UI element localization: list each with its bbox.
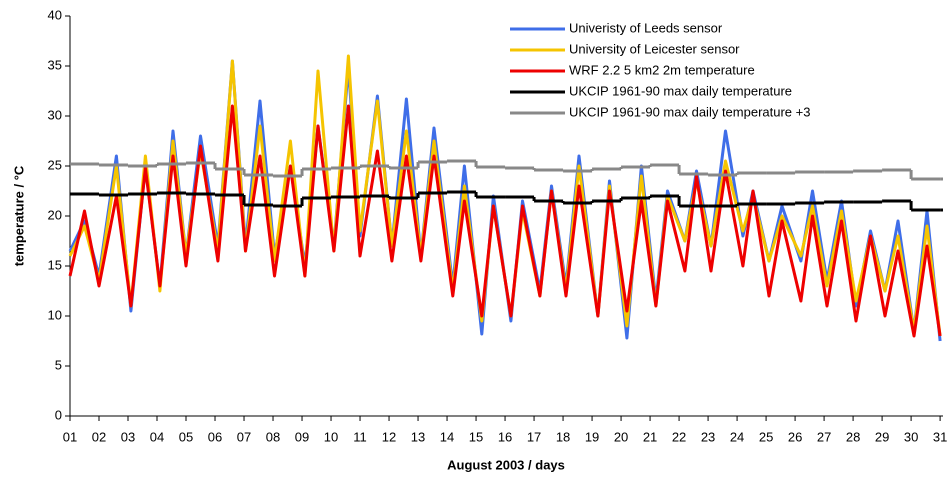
x-tick-label: 25 (759, 429, 773, 444)
legend-label: UKCIP 1961-90 max daily temperature (569, 83, 792, 98)
x-tick-label: 10 (324, 429, 338, 444)
legend-label: UKCIP 1961-90 max daily temperature +3 (569, 104, 810, 119)
x-tick-label: 12 (382, 429, 396, 444)
y-tick-label: 15 (48, 257, 62, 272)
legend-label: University of Leicester sensor (569, 41, 740, 56)
x-tick-label: 03 (121, 429, 135, 444)
x-tick-label: 07 (237, 429, 251, 444)
series-line (68, 104, 942, 338)
x-tick-label: 31 (933, 429, 947, 444)
y-tick-label: 5 (55, 357, 62, 372)
x-tick-label: 21 (643, 429, 657, 444)
x-tick-label: 02 (92, 429, 106, 444)
x-axis-label: August 2003 / days (447, 457, 565, 472)
y-tick-label: 0 (55, 407, 62, 422)
x-tick-label: 11 (353, 429, 367, 444)
series-line (68, 59, 942, 342)
legend-label: WRF 2.2 5 km2 2m temperature (569, 62, 755, 77)
x-tick-label: 14 (440, 429, 454, 444)
x-tick-label: 18 (556, 429, 570, 444)
x-tick-label: 24 (730, 429, 744, 444)
x-tick-label: 04 (150, 429, 164, 444)
x-tick-label: 19 (585, 429, 599, 444)
x-tick-label: 16 (498, 429, 512, 444)
x-tick-label: 23 (701, 429, 715, 444)
x-tick-label: 28 (846, 429, 860, 444)
x-tick-label: 08 (266, 429, 280, 444)
y-axis-label: temperature / °C (11, 165, 26, 266)
y-tick-label: 25 (48, 157, 62, 172)
y-tick-label: 35 (48, 57, 62, 72)
legend-label: Univeristy of Leeds sensor (569, 20, 723, 35)
x-tick-label: 27 (817, 429, 831, 444)
x-tick-label: 13 (411, 429, 425, 444)
y-tick-label: 10 (48, 307, 62, 322)
x-tick-label: 22 (672, 429, 686, 444)
y-tick-label: 20 (48, 207, 62, 222)
y-tick-label: 40 (48, 7, 62, 22)
y-tick-label: 30 (48, 107, 62, 122)
x-tick-label: 26 (788, 429, 802, 444)
x-tick-label: 20 (614, 429, 628, 444)
x-tick-label: 29 (875, 429, 889, 444)
x-tick-label: 17 (527, 429, 541, 444)
x-tick-label: 09 (295, 429, 309, 444)
x-tick-label: 30 (904, 429, 918, 444)
x-tick-label: 01 (63, 429, 77, 444)
x-tick-label: 15 (469, 429, 483, 444)
x-tick-label: 05 (179, 429, 193, 444)
x-tick-label: 06 (208, 429, 222, 444)
